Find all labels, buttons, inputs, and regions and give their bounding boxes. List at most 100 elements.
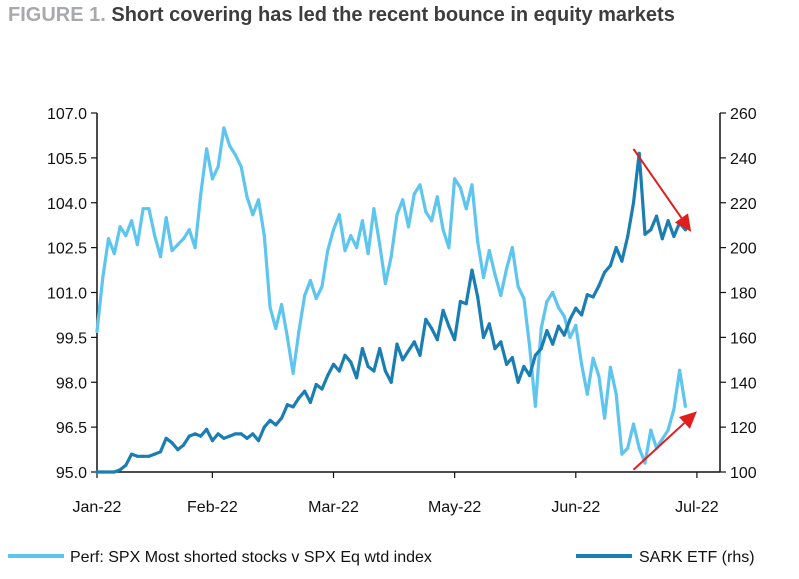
series-0-point: [660, 437, 664, 441]
series-0-point: [130, 219, 134, 223]
series-1-point: [637, 151, 641, 155]
series-1-point: [355, 376, 359, 380]
series-0-point: [481, 275, 486, 280]
series-0-point: [568, 335, 572, 339]
left-tick-label: 101.0: [47, 286, 87, 303]
series-0-point: [476, 240, 480, 244]
series-1-point: [245, 436, 249, 440]
series-0-point: [256, 198, 261, 202]
series-0-point: [378, 243, 382, 247]
series-0-point: [112, 252, 116, 256]
series-0-point: [193, 246, 197, 250]
series-0-point: [430, 219, 434, 223]
series-1-point: [499, 340, 503, 344]
series-0-point: [585, 392, 589, 396]
series-0-point: [355, 246, 359, 250]
left-tick-label: 107.0: [47, 106, 87, 123]
series-1-point: [395, 342, 399, 346]
series-1-point: [314, 382, 318, 387]
series-1-point: [205, 427, 209, 431]
x-tick-label: May-22: [428, 499, 481, 516]
right-tick-label: 140: [730, 375, 757, 392]
series-1-point: [141, 454, 145, 458]
series-0-point: [528, 344, 532, 348]
series-1-point: [401, 358, 405, 362]
series-0-point: [383, 281, 387, 286]
left-axis-ticks: 95.0 96.5 98.0 99.5 101.0 102.5 104.0 105.5 107.…: [47, 106, 97, 482]
series-0-point: [233, 153, 237, 157]
series-1-point: [326, 373, 330, 378]
right-tick-label: 180: [730, 286, 757, 303]
series-1-point: [580, 313, 584, 317]
right-tick-label: 220: [730, 196, 757, 213]
series-1-point: [170, 441, 174, 445]
series-1-point: [164, 436, 168, 440]
series-0-point: [608, 365, 613, 369]
series-1-point: [101, 470, 105, 474]
series-1-point: [331, 362, 336, 366]
series-1-point: [158, 450, 163, 454]
series-1-point: [366, 364, 370, 369]
series-0-point: [551, 290, 555, 295]
series-1-point: [193, 432, 197, 436]
series-1-point: [660, 237, 664, 241]
series-0-point: [464, 207, 468, 211]
series-0-point: [303, 293, 307, 298]
series-0-point: [274, 326, 278, 330]
series-0-point: [649, 428, 653, 432]
x-tick-label: Jan-22: [73, 499, 122, 516]
series-0-point: [574, 323, 578, 327]
series-1-point: [505, 362, 509, 366]
series-0-point: [603, 416, 607, 420]
series-1-point: [654, 214, 659, 218]
series-1-point: [95, 470, 99, 474]
series-1-point: [418, 353, 422, 357]
series-1-point: [251, 432, 255, 436]
series-0-point: [522, 296, 526, 301]
series-0-point: [389, 255, 393, 259]
series-1-point: [626, 234, 630, 238]
series-1-point: [620, 259, 624, 263]
series-0-point: [666, 428, 670, 432]
series-1-point: [585, 293, 589, 297]
arrow-down-shaft: [632, 148, 683, 219]
series-1-point: [118, 468, 122, 472]
legend: Perf: SPX Most shorted stocks v SPX Eq w…: [8, 549, 755, 566]
series-1-point: [412, 340, 416, 344]
series-0-point: [170, 249, 174, 253]
series-line-0: [95, 126, 688, 465]
series-1-point: [533, 353, 538, 357]
series-1-point: [597, 284, 601, 288]
series-0-point: [487, 249, 491, 253]
series-0-point: [412, 192, 416, 196]
series-1-point: [378, 347, 382, 351]
series-1-point: [424, 317, 428, 321]
series-0-point: [556, 305, 561, 310]
series-0-point: [228, 144, 232, 148]
series-1-point: [481, 335, 486, 339]
series-0-point: [516, 284, 520, 289]
series-0-point: [360, 219, 364, 223]
series-0-point: [683, 404, 688, 408]
series-0-point: [106, 237, 111, 241]
right-tick-label: 260: [730, 106, 757, 123]
series-1-point: [147, 454, 151, 458]
series-0-point: [199, 192, 203, 196]
series-1-point: [135, 454, 139, 458]
series-0-point: [216, 165, 220, 169]
annotation-layer: [632, 148, 697, 471]
series-0-point: [158, 255, 163, 259]
series-0-point: [141, 207, 145, 211]
right-tick-label: 160: [730, 330, 757, 347]
series-0-point: [153, 234, 157, 238]
right-tick-label: 200: [730, 241, 757, 258]
series-0-point: [268, 305, 272, 310]
series-0-point: [320, 284, 324, 289]
series-0-point: [591, 356, 595, 360]
series-1-point: [349, 360, 353, 364]
series-0-point: [631, 422, 636, 426]
series-0-point: [493, 273, 497, 277]
series-0-point: [401, 198, 405, 202]
series-0-point: [349, 234, 353, 238]
